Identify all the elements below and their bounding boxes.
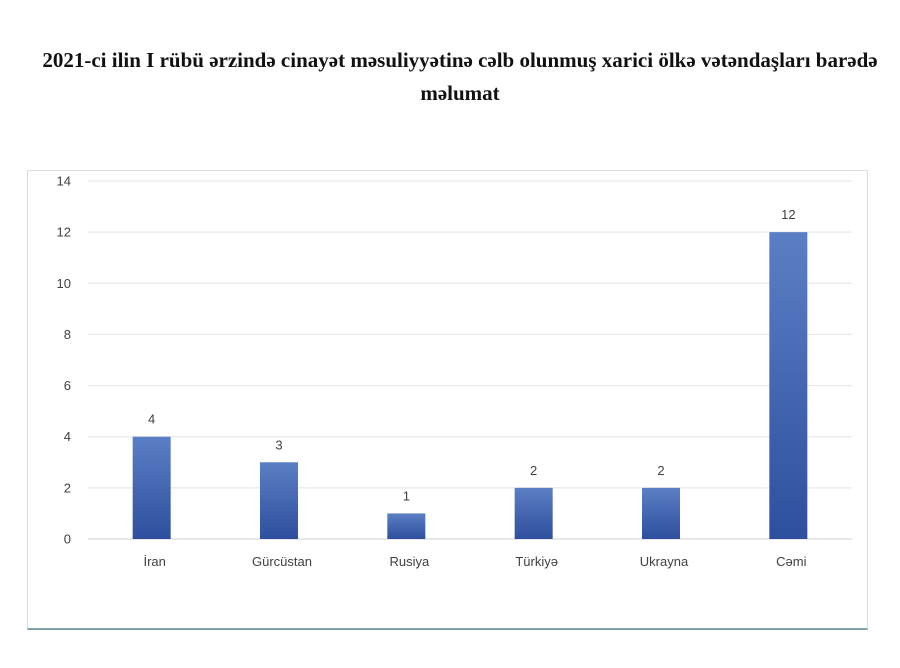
data-label: 12 [781,207,795,222]
gridlines [88,180,852,540]
data-label: 2 [530,463,537,478]
bar-türkiyə [514,487,553,539]
chart-area [27,170,868,630]
x-tick-label: Türkiyə [515,554,558,569]
data-label: 3 [275,437,282,452]
y-tick-label: 10 [57,276,71,291]
x-axis-ticks: İran Gürcüstan Rusiya Türkiyə Ukrayna Cəmi [143,554,806,569]
data-label: 2 [657,463,664,478]
y-tick-label: 6 [64,378,71,393]
bar-rusiya [387,513,426,539]
y-tick-label: 8 [64,327,71,342]
x-tick-label: Ukrayna [640,554,689,569]
bar-i̇ran [132,436,171,539]
chart-title: 2021-ci ilin I rübü ərzində cinayət məsu… [42,48,878,105]
bars [132,232,808,539]
x-tick-label: Rusiya [389,554,430,569]
bar-ukrayna [642,487,680,539]
x-tick-label: İran [143,554,165,569]
y-tick-label: 12 [57,225,71,240]
y-tick-label: 4 [64,429,71,444]
bar-gürcüstan [260,462,298,539]
y-tick-label: 0 [64,532,71,547]
data-label: 4 [148,412,155,427]
x-tick-label: Cəmi [776,554,806,569]
y-tick-label: 14 [57,174,71,189]
y-tick-label: 2 [64,480,71,495]
data-label: 1 [403,488,410,503]
y-axis-ticks: 0 2 4 6 8 10 12 14 [57,174,71,547]
x-tick-label: Gürcüstan [252,554,312,569]
bar-cəmi [769,232,808,539]
